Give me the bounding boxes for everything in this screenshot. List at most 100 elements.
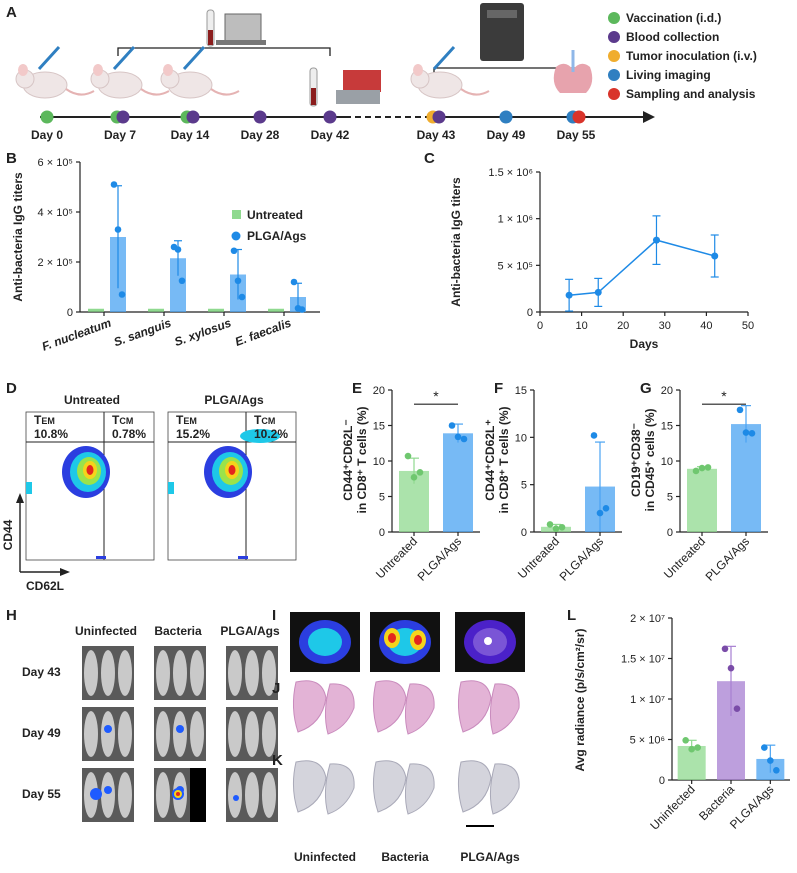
data-point xyxy=(410,474,418,481)
ihc-lobe-left xyxy=(372,760,407,813)
panel-letter-l: L xyxy=(567,607,577,624)
legend-label: Vaccination (i.d.) xyxy=(626,11,721,25)
y-tick-label: 1.5 × 10⁶ xyxy=(488,167,533,179)
mouse-silhouette xyxy=(101,711,115,757)
y-tick-label: 10 xyxy=(661,456,673,468)
mouse-ear xyxy=(413,64,423,76)
y-tick-label: 5 xyxy=(521,480,527,492)
density-tcm xyxy=(240,429,280,443)
bar xyxy=(443,433,473,532)
significance-star: * xyxy=(433,388,439,404)
timeline-day-label: Day 55 xyxy=(557,128,596,142)
signal-spot-large xyxy=(90,788,102,800)
mouse-tail xyxy=(210,88,240,96)
mouse-icon xyxy=(90,45,170,99)
he-lobe-right xyxy=(489,683,520,735)
lung-signal-white xyxy=(484,637,492,645)
panel-d-flow-plots: UntreatedTEM10.8%TCM0.78%PLGA/AgsTEM15.2… xyxy=(1,393,297,593)
data-point xyxy=(773,766,780,774)
mouse-silhouette xyxy=(156,772,170,818)
imaging-group-label: PLGA/Ags xyxy=(220,624,280,638)
x-tick-label: Untreated xyxy=(661,534,708,581)
y-tick-label: 5 xyxy=(379,492,385,504)
timeline-dot xyxy=(432,110,446,124)
signal-spot xyxy=(104,786,112,794)
x-tick-label: 40 xyxy=(700,320,712,332)
y-tick-label: 5 × 10⁶ xyxy=(630,735,665,747)
cd62l-arrowhead xyxy=(60,568,70,576)
panel-ijk-histology: Uninfected Bacteria PLGA/Ags xyxy=(290,612,525,864)
y-axis-label-main: CD19⁺CD38⁻ xyxy=(629,423,643,497)
data-point xyxy=(733,705,741,713)
timeline-day-label: Day 49 xyxy=(487,128,526,142)
significance-star: * xyxy=(721,388,727,404)
panel-letter-h: H xyxy=(6,607,17,624)
data-point xyxy=(727,664,735,672)
mouse-silhouette xyxy=(101,772,115,818)
legend-dot-4 xyxy=(608,88,620,100)
data-point xyxy=(602,505,610,512)
y-axis-label: Anti-bacteria IgG titers xyxy=(11,172,25,302)
timeline-dot xyxy=(186,110,200,124)
mouse-tail xyxy=(65,88,95,96)
lung-signal-mid xyxy=(308,628,342,656)
imaging-group-label: Bacteria xyxy=(154,624,202,638)
ivis-panel xyxy=(487,10,517,18)
signal-spot xyxy=(176,725,184,733)
x-tick-label: PLGA/Ags xyxy=(703,534,753,584)
signal-spot xyxy=(233,795,239,801)
y-axis-label-sub: in CD45⁺ cells (%) xyxy=(643,408,657,511)
he-lobe-left xyxy=(457,680,492,733)
data-point xyxy=(742,429,750,436)
tcm-sub: CM xyxy=(261,416,275,426)
x-tick-label: Untreated xyxy=(515,534,562,581)
mouse-silhouette xyxy=(262,711,276,757)
y-tick-label: 15 xyxy=(373,421,385,433)
x-tick-label: 50 xyxy=(742,320,754,332)
mouse-silhouette xyxy=(262,650,276,696)
data-point xyxy=(460,435,468,443)
mouse-ear xyxy=(93,64,103,76)
flow-group-title: PLGA/Ags xyxy=(204,393,264,407)
x-tick-label: PLGA/Ags xyxy=(415,534,465,584)
tcm-label: TCM xyxy=(254,413,275,427)
mouse-silhouette xyxy=(173,650,187,696)
timeline-dot xyxy=(40,110,54,124)
data-point xyxy=(298,306,306,313)
y-tick-label: 20 xyxy=(373,385,385,397)
analyzer-base xyxy=(336,90,380,104)
y-tick-label: 0 xyxy=(527,307,533,319)
tem-value: 10.8% xyxy=(34,427,68,441)
he-lobe-left xyxy=(372,680,407,733)
x-tick-label: S. xylosus xyxy=(172,316,233,350)
data-point xyxy=(721,645,729,653)
y-tick-label: 5 × 10⁵ xyxy=(498,260,533,272)
mouse-silhouette xyxy=(190,650,204,696)
data-point xyxy=(652,236,660,244)
mouse-silhouette xyxy=(262,772,276,818)
histology-group-label: Bacteria xyxy=(381,850,429,864)
x-tick-label: S. sanguis xyxy=(112,316,173,350)
bar-untreated xyxy=(268,308,284,312)
tem-label: TEM xyxy=(176,413,197,427)
tem-sub: EM xyxy=(41,416,55,426)
data-point xyxy=(692,467,700,475)
y-axis-label-sub: in CD8⁺ T cells (%) xyxy=(497,406,511,513)
legend-dot-0 xyxy=(608,12,620,24)
data-point xyxy=(552,525,560,532)
ihc-lobe-right xyxy=(404,763,435,815)
data-point xyxy=(238,293,246,301)
centrifuge-base xyxy=(216,40,266,45)
legend-label: Blood collection xyxy=(626,30,719,44)
x-axis-label: Days xyxy=(630,337,659,351)
tem-sub: EM xyxy=(183,416,197,426)
mouse-silhouette xyxy=(190,711,204,757)
imaging-group-label: Uninfected xyxy=(75,624,137,638)
data-point xyxy=(736,406,744,414)
y-axis-label: Avg radiance (p/s/cm²/sr) xyxy=(573,629,587,772)
mouse-silhouette xyxy=(228,772,242,818)
syringe-icon xyxy=(432,45,456,71)
timeline-day-label: Day 7 xyxy=(104,128,136,142)
bar-untreated xyxy=(88,308,104,312)
